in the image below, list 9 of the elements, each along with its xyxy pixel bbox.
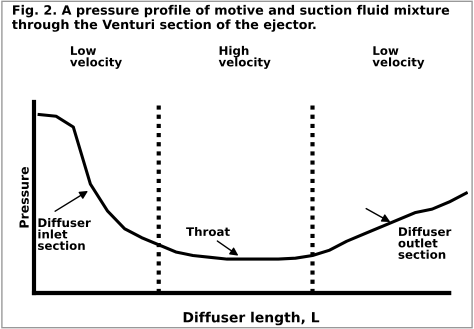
x-axis-title: Diffuser length, L xyxy=(184,312,320,326)
y-axis-title: Pressure xyxy=(20,166,29,228)
text: Low velocity xyxy=(70,46,122,69)
annotation: Throat xyxy=(186,226,230,236)
text: High velocity xyxy=(218,46,271,69)
annotation: Diffuser outlet section xyxy=(398,226,452,259)
chart-title: Fig. 2. A pressure profile of motive and suction fluid mixture through the Venturi section of the ejector. xyxy=(12,4,450,32)
annotation: Diffuser inlet section xyxy=(38,218,91,250)
text: Low velocity xyxy=(372,46,424,69)
